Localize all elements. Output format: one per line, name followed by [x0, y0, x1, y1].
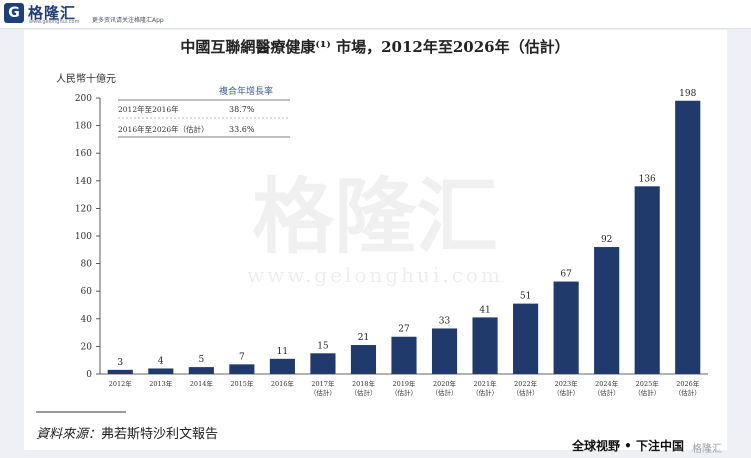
x-tick-label: 2016年 — [271, 379, 295, 388]
x-tick-estimate-label: （估計） — [350, 388, 376, 397]
bar-value-label: 15 — [317, 341, 329, 351]
bar — [107, 369, 133, 374]
x-tick-label: 2013年 — [149, 379, 173, 388]
x-tick-label: 2014年 — [190, 379, 214, 388]
y-axis-label: 人民幣十億元 — [56, 72, 116, 85]
bar — [553, 281, 579, 374]
logo-name: 格隆汇 — [28, 4, 77, 22]
bar-value-label: 51 — [520, 292, 531, 302]
y-tick-label: 60 — [81, 287, 93, 297]
y-tick-label: 120 — [75, 204, 92, 214]
y-tick-label: 180 — [75, 122, 92, 132]
y-tick-label: 160 — [75, 149, 92, 159]
x-tick-estimate-label: （估計） — [675, 388, 701, 397]
bar-value-label: 33 — [439, 316, 451, 326]
y-tick-label: 200 — [75, 94, 92, 104]
bar — [310, 353, 336, 374]
bar — [229, 364, 255, 374]
bar — [431, 328, 458, 374]
x-tick-label: 2017年 — [311, 379, 335, 388]
bar — [472, 317, 498, 374]
bar-value-label: 92 — [601, 235, 612, 245]
bottom-watermark: 格隆汇 — [692, 444, 722, 455]
chart-card: 格隆汇 www.gelonghui.com 中國互聯網醫療健康⁽¹⁾ 市場，20… — [24, 30, 727, 450]
bar-chart: 格隆汇 www.gelonghui.com 中國互聯網醫療健康⁽¹⁾ 市場，20… — [56, 38, 708, 397]
x-tick-estimate-label: （估計） — [472, 388, 498, 397]
source-footer: 資料來源：弗若斯特沙利文報告 — [36, 411, 219, 442]
y-tick-label: 40 — [81, 315, 93, 325]
bar — [188, 367, 214, 374]
bar-value-label: 11 — [277, 347, 288, 357]
cagr-row-period: 2016年至2026年（估計） — [118, 124, 209, 134]
cagr-header: 複合年增長率 — [219, 85, 273, 97]
x-tick-label: 2020年 — [433, 379, 457, 388]
slogan-badge: 全球视野 • 下注中国 — [572, 439, 685, 453]
x-tick-estimate-label: （估計） — [310, 388, 336, 397]
bar — [634, 186, 660, 374]
watermark-url: www.gelonghui.com — [247, 263, 503, 287]
cagr-row-period: 2012年至2016年 — [118, 104, 179, 114]
bar-value-label: 4 — [158, 356, 164, 366]
bar — [269, 358, 295, 374]
source-label: 資料來源： — [36, 427, 102, 442]
x-tick-label: 2022年 — [514, 379, 538, 388]
x-tick-estimate-label: （估計） — [513, 388, 539, 397]
bar-value-label: 7 — [239, 352, 245, 362]
x-tick-estimate-label: （估計） — [553, 388, 579, 397]
x-tick-label: 2015年 — [230, 379, 254, 388]
y-tick-label: 0 — [86, 370, 92, 380]
bar-value-label: 198 — [679, 89, 696, 99]
x-tick-label: 2021年 — [474, 379, 498, 388]
bar — [513, 303, 539, 374]
chart-bars: 3 4 5 7 11 15 21 27 33 41 51 67 92 136 198 — [107, 89, 701, 374]
bar-value-label: 5 — [198, 355, 204, 365]
bar — [675, 100, 701, 374]
bar-value-label: 27 — [398, 325, 410, 335]
bar-value-label: 21 — [358, 333, 369, 343]
x-tick-label: 2019年 — [392, 379, 416, 388]
x-tick-label: 2024年 — [595, 379, 619, 388]
y-tick-label: 80 — [81, 260, 93, 270]
app-slogan: 更多资讯请关注格隆汇App — [92, 17, 164, 24]
footer-rule — [36, 411, 126, 413]
x-tick-estimate-label: （估計） — [634, 388, 660, 397]
y-tick-label: 140 — [75, 177, 92, 187]
cagr-row-value: 33.6% — [229, 125, 255, 134]
cagr-table: 複合年增長率 2012年至2016年 38.7% 2016年至2026年（估計）… — [118, 85, 290, 138]
x-tick-label: 2026年 — [676, 379, 700, 388]
x-tick-label: 2023年 — [555, 379, 579, 388]
x-tick-estimate-label: （估計） — [391, 388, 417, 397]
bar-value-label: 3 — [117, 358, 123, 368]
bar-value-label: 67 — [560, 270, 572, 280]
x-tick-estimate-label: （估計） — [432, 388, 458, 397]
bar — [594, 247, 620, 374]
x-tick-estimate-label: （估計） — [594, 388, 620, 397]
source-text: 弗若斯特沙利文報告 — [101, 427, 219, 442]
top-brand-bar: G 格隆汇 www.gelonghui.com 更多资讯请关注格隆汇App — [0, 0, 751, 29]
bar — [391, 336, 417, 374]
bar — [148, 368, 174, 374]
cagr-row-value: 38.7% — [229, 105, 255, 114]
y-tick-label: 20 — [81, 342, 93, 352]
chart-title: 中國互聯網醫療健康⁽¹⁾ 市場，2012年至2026年（估計） — [180, 38, 569, 56]
bar-value-label: 41 — [479, 305, 490, 315]
x-tick-label: 2012年 — [109, 379, 133, 388]
x-tick-label: 2025年 — [636, 379, 660, 388]
x-tick-label: 2018年 — [352, 379, 376, 388]
logo-domain: www.gelonghui.com — [29, 19, 80, 25]
bar-value-label: 136 — [639, 174, 656, 184]
y-tick-label: 100 — [75, 232, 92, 242]
watermark-text: 格隆汇 — [252, 169, 498, 265]
bar — [350, 345, 377, 374]
logo-icon: G — [4, 3, 24, 23]
